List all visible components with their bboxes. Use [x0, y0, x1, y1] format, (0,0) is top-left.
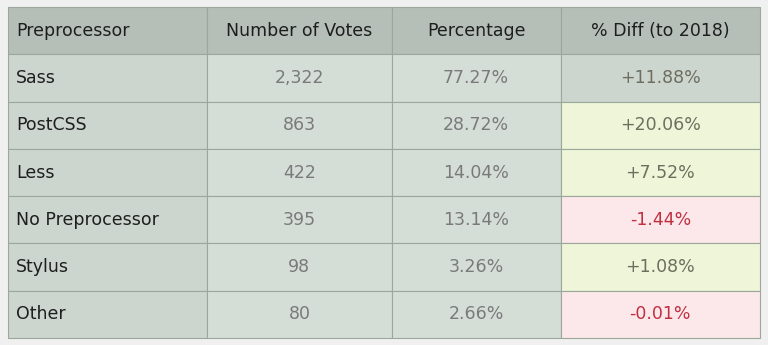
Text: 2,322: 2,322 [275, 69, 324, 87]
Bar [561, 101, 760, 149]
Bar [392, 196, 561, 244]
Bar [561, 149, 760, 196]
Text: Preprocessor: Preprocessor [16, 22, 130, 40]
Bar [392, 54, 561, 101]
Bar [8, 7, 207, 54]
Bar [207, 149, 392, 196]
Text: 395: 395 [283, 211, 316, 229]
Text: +20.06%: +20.06% [620, 116, 700, 134]
Text: PostCSS: PostCSS [16, 116, 87, 134]
Bar [8, 244, 207, 291]
Text: 3.26%: 3.26% [449, 258, 504, 276]
Bar [207, 7, 392, 54]
Text: 2.66%: 2.66% [449, 305, 504, 323]
Text: No Preprocessor: No Preprocessor [16, 211, 159, 229]
Text: % Diff (to 2018): % Diff (to 2018) [591, 22, 730, 40]
Bar [8, 149, 207, 196]
Text: +1.08%: +1.08% [625, 258, 695, 276]
Bar [392, 149, 561, 196]
Text: Other: Other [16, 305, 65, 323]
Bar [207, 196, 392, 244]
Bar [207, 101, 392, 149]
Text: -0.01%: -0.01% [630, 305, 691, 323]
Text: +7.52%: +7.52% [625, 164, 695, 181]
Text: 77.27%: 77.27% [443, 69, 509, 87]
Bar [392, 7, 561, 54]
Bar [8, 196, 207, 244]
Text: 13.14%: 13.14% [443, 211, 509, 229]
Text: 98: 98 [288, 258, 310, 276]
Bar [392, 244, 561, 291]
Bar [561, 291, 760, 338]
Bar [392, 101, 561, 149]
Text: Sass: Sass [16, 69, 56, 87]
Text: 14.04%: 14.04% [443, 164, 509, 181]
Text: 28.72%: 28.72% [443, 116, 509, 134]
Text: +11.88%: +11.88% [620, 69, 700, 87]
Text: 422: 422 [283, 164, 316, 181]
Text: Percentage: Percentage [427, 22, 525, 40]
Bar [561, 196, 760, 244]
Bar [207, 244, 392, 291]
Text: 863: 863 [283, 116, 316, 134]
Bar [561, 7, 760, 54]
Bar [207, 291, 392, 338]
Bar [392, 291, 561, 338]
Text: 80: 80 [289, 305, 310, 323]
Bar [8, 101, 207, 149]
Bar [8, 291, 207, 338]
Bar [207, 54, 392, 101]
Bar [8, 54, 207, 101]
Text: Number of Votes: Number of Votes [227, 22, 372, 40]
Text: Stylus: Stylus [16, 258, 69, 276]
Bar [561, 244, 760, 291]
Text: -1.44%: -1.44% [630, 211, 691, 229]
Text: Less: Less [16, 164, 55, 181]
Bar [561, 54, 760, 101]
